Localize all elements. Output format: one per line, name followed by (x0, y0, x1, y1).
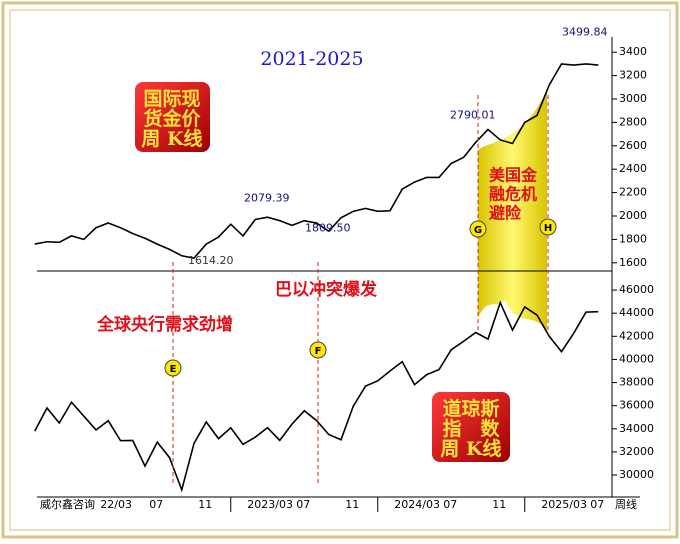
y-tick-label: 38000 (619, 376, 654, 389)
price-line (34, 300, 599, 493)
panel-label: 周 K线 (440, 437, 501, 460)
event-marker (309, 341, 327, 359)
event-marker (164, 359, 182, 377)
x-tick-label: 2025/03 (541, 498, 587, 511)
x-tick-label: 07 (443, 498, 457, 511)
price-label: 2079.39 (244, 192, 290, 205)
y-tick-label: 2000 (619, 209, 647, 222)
event-marker-label: E (170, 364, 177, 375)
gold-label-box (135, 82, 210, 152)
y-tick-label: 1600 (619, 256, 647, 269)
y-tick-label: 2800 (619, 115, 647, 128)
x-tick-label: 22/03 (100, 498, 132, 511)
y-tick-label: 44000 (619, 306, 654, 319)
y-tick-label: 1800 (619, 232, 647, 245)
y-tick-label: 46000 (619, 283, 654, 296)
annotation: 避险 (489, 204, 522, 223)
x-tick-label: 11 (198, 498, 212, 511)
x-tick-label: 11 (345, 498, 359, 511)
y-tick-label: 2600 (619, 139, 647, 152)
panel-label: 国际现 (143, 88, 200, 110)
x-tick-label: 2023/03 (247, 498, 293, 511)
y-tick-label: 32000 (619, 445, 654, 458)
event-marker-label: H (544, 223, 552, 234)
x-tick-label: 07 (296, 498, 310, 511)
source: 威尔鑫咨询 (40, 497, 95, 511)
x-tick-label: 07 (149, 498, 163, 511)
y-tick-label: 2200 (619, 186, 647, 199)
event-marker (539, 218, 557, 236)
annotation: 美国金 (489, 166, 538, 185)
price-label: 2790.01 (450, 109, 496, 122)
chart-title: 2021-2025 (260, 48, 363, 70)
annotation: 巴以冲突爆发 (275, 279, 378, 300)
frame-inner (9, 9, 671, 531)
price-label: 1614.20 (188, 254, 234, 267)
annotation: 全球央行需求劲增 (96, 314, 233, 335)
event-marker-label: G (474, 225, 482, 236)
price-label: 1809.50 (305, 221, 351, 234)
y-tick-label: 3200 (619, 69, 647, 82)
x-tick-label: 07 (590, 498, 604, 511)
x-tick-label: 2024/03 (394, 498, 440, 511)
panel-label: 货金价 (143, 107, 201, 130)
y-tick-label: 3000 (619, 92, 647, 105)
price-label: 3499.84 (562, 26, 608, 39)
annotation: 融危机 (489, 185, 537, 204)
y-tick-label: 2400 (619, 162, 647, 175)
x-tick-label: 11 (492, 498, 506, 511)
y-tick-label: 36000 (619, 399, 654, 412)
highlight-area (478, 90, 547, 330)
y-tick-label: 40000 (619, 352, 654, 365)
y-tick-label: 34000 (619, 422, 654, 435)
y-tick-label: 42000 (619, 329, 654, 342)
y-tick-label: 30000 (619, 468, 654, 481)
y-tick-label: 3400 (619, 45, 647, 58)
panel-label: 指 数 (442, 417, 500, 440)
event-marker-label: F (315, 346, 322, 357)
price-line (34, 63, 599, 260)
event-marker (469, 220, 487, 238)
panel-label: 周 K线 (141, 127, 202, 150)
dow-label-box (432, 392, 510, 462)
period: 周线 (615, 497, 637, 511)
panel-label: 道琼斯 (442, 397, 499, 420)
